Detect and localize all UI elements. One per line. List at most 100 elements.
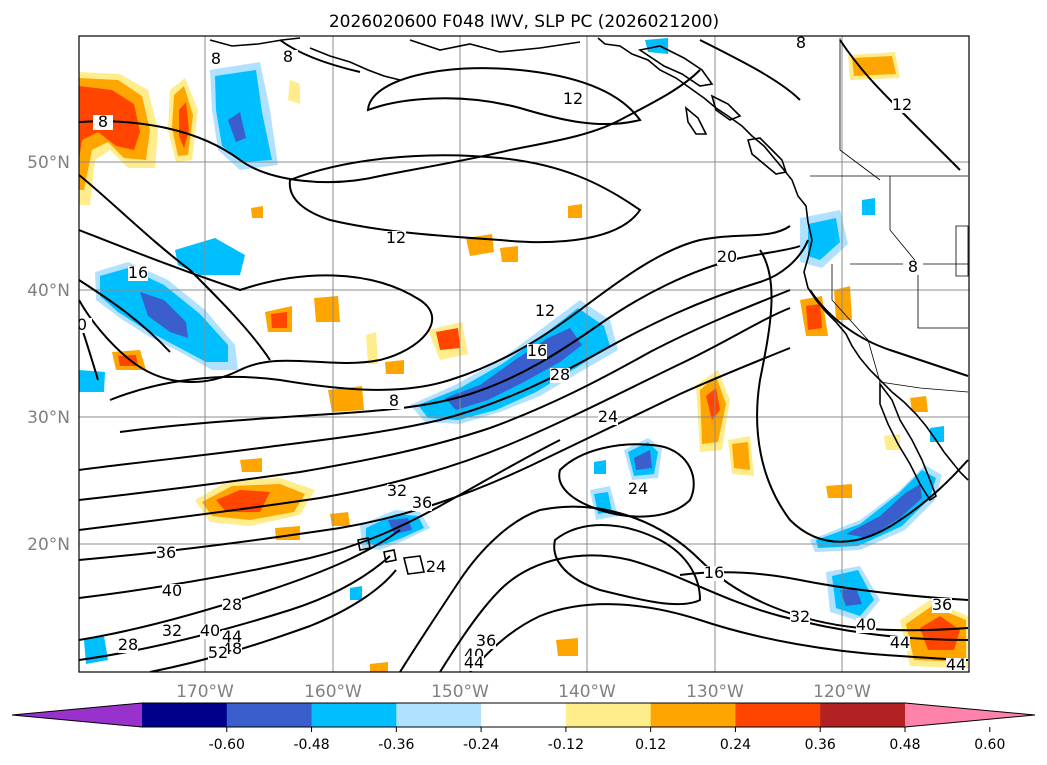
contour-label-background — [550, 368, 570, 383]
longitude-label: 120°W — [813, 682, 871, 702]
latitude-label: 30°N — [27, 408, 70, 428]
contour-line — [288, 154, 642, 244]
contour-label: 12 — [535, 301, 555, 320]
colorbar-extend-low — [12, 703, 142, 727]
contour-label: 28 — [222, 595, 242, 614]
longitude-label: 160°W — [304, 682, 362, 702]
latitude-labels: 50°N 40°N 30°N 20°N — [27, 153, 70, 555]
contour-label: 24 — [628, 479, 648, 498]
colorbar: -0.60 -0.48 -0.36 -0.24 -0.12 0.12 0.24 0.36 0.4… — [11, 702, 1036, 753]
colorbar-tick-label: 0.60 — [974, 737, 1005, 753]
colorbar-segment — [142, 703, 228, 727]
contour-label-background — [222, 598, 242, 613]
anomaly-positive-region — [240, 458, 262, 472]
anomaly-positive-region — [314, 296, 340, 322]
anomaly-negative-region — [140, 292, 188, 338]
contour-label-background — [704, 566, 724, 581]
contour-line — [809, 289, 969, 377]
contour-line — [79, 239, 809, 471]
contour-label-background — [628, 482, 648, 497]
anomaly-positive-region — [271, 312, 287, 328]
anomaly-positive-region — [732, 442, 750, 470]
alaska-peninsula — [409, 39, 581, 53]
contour-label-background — [527, 344, 547, 359]
contour-label-background — [790, 610, 810, 625]
anomaly-positive-region — [328, 386, 364, 412]
colorbar-segment — [226, 703, 313, 727]
alaska-islands — [637, 45, 714, 87]
state-border — [831, 264, 881, 383]
aleutian-islands — [309, 47, 401, 81]
contour-label: 8 — [908, 257, 918, 276]
contour-label-background — [856, 618, 876, 633]
contour-label: 32 — [162, 621, 182, 640]
anomaly-positive-region — [330, 512, 350, 526]
colorbar-tick-label: 0.12 — [635, 737, 666, 753]
colorbar-tick-label: 0.36 — [805, 737, 836, 753]
contour-label: 40 — [162, 581, 182, 600]
colorbar-extend-high — [905, 703, 1035, 727]
colorbar-segment — [735, 703, 821, 727]
aleutian-chain — [209, 37, 301, 47]
vancouver-island — [746, 137, 788, 175]
contour-label: 8 — [283, 47, 293, 66]
anomaly-negative-region — [840, 588, 862, 606]
contour-label-background — [476, 634, 496, 649]
contour-line — [79, 69, 701, 184]
colorbar-outline — [11, 702, 1036, 728]
alaska-islands-2 — [710, 94, 742, 121]
contour-label: 16 — [128, 263, 148, 282]
contour-label-background — [118, 638, 138, 653]
contour-line — [109, 225, 791, 401]
contour-label: 24 — [598, 407, 618, 426]
anomaly-positive-region — [251, 206, 263, 218]
anomaly-negative-region — [930, 426, 944, 442]
anomaly-negative-region — [79, 370, 105, 392]
anomaly-positive-region — [556, 638, 578, 656]
contour-label: 32 — [790, 607, 810, 626]
colorbar-tick-label: -0.36 — [378, 737, 414, 753]
contour-label-background — [208, 646, 228, 661]
us-mexico-border — [879, 381, 969, 393]
contour-label-background — [93, 115, 113, 130]
latitude-label: 20°N — [27, 535, 70, 555]
longitude-label: 170°W — [176, 682, 234, 702]
anomaly-negative-region — [634, 450, 652, 470]
contour-label: 12 — [563, 89, 583, 108]
anomaly-negative-region — [350, 586, 362, 600]
colorbar-segment — [396, 703, 482, 727]
chart-title: 2026020600 F048 IWV, SLP PC (2026021200) — [329, 12, 719, 32]
baja-california — [879, 381, 937, 502]
anomaly-positive-region — [366, 332, 378, 364]
anomaly-positive-region — [826, 484, 852, 498]
contour-label-background — [535, 304, 555, 319]
colorbar-segment — [481, 703, 567, 727]
anomaly-negative-region — [816, 470, 936, 548]
contour-label: 24 — [426, 557, 446, 576]
contour-label-background — [162, 584, 182, 599]
anomaly-positive-region — [436, 328, 460, 350]
anomaly-negative-region — [862, 198, 875, 215]
contour-label-background — [946, 658, 966, 672]
colorbar-tick-label: 0.48 — [889, 737, 920, 753]
anomaly-positive-region — [288, 80, 300, 104]
anomaly-positive-region — [568, 204, 582, 218]
anomaly-positive-region — [385, 360, 404, 374]
contour-label-background — [128, 266, 148, 281]
contour-label: 40 — [200, 621, 220, 640]
longitude-label: 130°W — [686, 682, 744, 702]
contour-label: 8 — [796, 33, 806, 52]
contour-label-background — [932, 598, 952, 613]
colorbar-tick-label: -0.60 — [209, 737, 245, 753]
colorbar-tick-label: -0.12 — [548, 737, 584, 753]
contour-label-background — [791, 36, 811, 51]
contour-label: 12 — [892, 95, 912, 114]
state-border — [955, 225, 969, 277]
contour-label-background — [464, 656, 484, 671]
contour-label: 8 — [98, 112, 108, 131]
anomaly-positive-region — [500, 246, 518, 262]
anomaly-positive-region — [920, 616, 960, 650]
